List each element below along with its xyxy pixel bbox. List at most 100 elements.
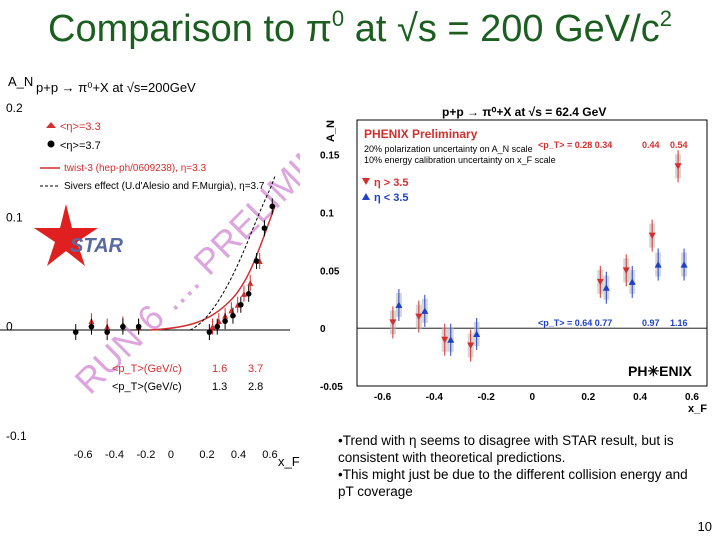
- left-point-eta37: [261, 225, 268, 231]
- page-number: 10: [697, 519, 712, 534]
- right-point-lt: [421, 307, 429, 314]
- left-ytick-label: 0: [6, 320, 13, 334]
- left-pt-table: <p_T>(GeV/c) 1.6 3.7 <p_T>(GeV/c) 1.3 2.…: [112, 363, 263, 393]
- right-pt-top-val1: 0.44: [642, 140, 660, 150]
- right-pt-top-label: <p_T> = 0.28 0.34: [538, 140, 612, 150]
- bullet-list: •Trend with η seems to disagree with STA…: [338, 432, 688, 500]
- right-point-gt: [441, 336, 449, 344]
- left-ytick-label: 0.1: [6, 210, 23, 224]
- right-point-lt: [628, 278, 636, 285]
- left-xtick-label: 0.4: [231, 449, 246, 461]
- right-point-gt: [648, 232, 656, 240]
- left-pt-r2-1: 2.8: [248, 381, 263, 393]
- left-xtick-label: -0.2: [136, 449, 155, 461]
- right-ytick-label: 0.1: [320, 209, 334, 220]
- right-point-lt: [473, 330, 481, 337]
- left-point-eta33: [215, 318, 222, 325]
- right-point-lt: [654, 261, 662, 268]
- phenix-logo: PH✳ENIX: [628, 363, 693, 379]
- bullet-2: •This might just be due to the different…: [338, 467, 688, 499]
- right-ytick-label: -0.05: [320, 382, 343, 393]
- left-plot: A_N p+p → π⁰+X at √s=200GeV 0.20.10-0.1 …: [0, 74, 300, 469]
- left-process: p+p → π⁰+X at √s=200GeV: [36, 80, 196, 95]
- left-point-eta37: [206, 329, 213, 335]
- right-point-gt: [415, 313, 423, 321]
- bullet-1: •Trend with η seems to disagree with STA…: [338, 433, 674, 465]
- left-xtick-label: 0.6: [262, 449, 277, 461]
- left-pt-r2-0: 1.3: [212, 381, 227, 393]
- left-point-eta33: [247, 279, 254, 286]
- right-ylabel: A_N: [325, 120, 337, 142]
- left-xtick-label: -0.4: [105, 449, 124, 461]
- twist3-curve: [149, 205, 276, 331]
- left-legend-eta33: <η>=3.3: [60, 121, 101, 133]
- right-xtick-label: -0.6: [374, 392, 392, 403]
- left-point-eta37: [269, 203, 276, 210]
- left-xlabel: x_F: [278, 454, 300, 469]
- right-legend-gt: η > 3.5: [374, 177, 409, 189]
- right-xtick-label: -0.4: [426, 392, 444, 403]
- left-xtick-label: 0.2: [199, 449, 214, 461]
- right-pt-top-val2: 0.54: [670, 140, 688, 150]
- left-legend-eta37: <η>=3.7: [60, 140, 101, 152]
- left-pt-label2: <p_T>(GeV/c): [112, 381, 182, 393]
- right-point-lt: [447, 336, 455, 343]
- right-xtick-label: 0.6: [685, 392, 699, 403]
- slide-title: Comparison to π0 at √s = 200 GeV/c2: [48, 6, 672, 50]
- left-point-eta37: [104, 329, 110, 335]
- left-ylabel: A_N: [8, 74, 33, 89]
- right-xtick-label: 0.2: [581, 392, 595, 403]
- left-point-eta37: [230, 312, 236, 319]
- right-xlabel: x_F: [688, 403, 707, 415]
- right-point-gt: [389, 319, 397, 326]
- right-prelim: PHENIX Preliminary: [364, 127, 478, 141]
- right-legend: η > 3.5 η < 3.5: [362, 177, 409, 204]
- right-point-lt: [602, 284, 610, 291]
- left-point-eta37: [214, 323, 221, 330]
- right-xtick-label: 0.4: [633, 392, 647, 403]
- left-xtick-label: -0.6: [74, 449, 93, 461]
- right-ytick-label: 0: [320, 324, 326, 335]
- right-point-lt: [395, 301, 403, 309]
- right-pt-bot-label: <p_T> = 0.64 0.77: [538, 318, 612, 328]
- right-note-1: 20% polarization uncertainty on A_N scal…: [364, 144, 533, 154]
- right-ytick-label: 0.15: [320, 151, 340, 162]
- right-point-gt: [467, 342, 475, 350]
- right-pt-bot-val2: 1.16: [670, 318, 688, 328]
- right-pt-bot-val1: 0.97: [642, 318, 660, 328]
- right-legend-lt: η < 3.5: [374, 192, 409, 204]
- right-xtick-label: 0: [529, 392, 535, 403]
- left-ytick-label: -0.1: [6, 429, 27, 443]
- star-label: STAR: [70, 235, 124, 257]
- left-pt-label1: <p_T>(GeV/c): [112, 363, 182, 375]
- left-point-eta37: [245, 291, 252, 297]
- left-point-eta37: [120, 323, 126, 330]
- right-point-gt: [596, 278, 604, 286]
- left-point-eta37: [72, 329, 79, 335]
- left-pt-r1-0: 1.6: [212, 363, 227, 375]
- left-point-eta37: [88, 323, 95, 330]
- left-pt-r1-1: 3.7: [248, 363, 263, 375]
- left-point-eta37: [238, 301, 244, 308]
- right-header: p+p → π⁰+X at √s = 62.4 GeV: [442, 105, 606, 119]
- left-legend-twist3: twist-3 (hep-ph/0609238), η=3.3: [64, 163, 206, 174]
- right-note-2: 10% energy calibration uncertainty on x_…: [364, 155, 556, 165]
- sivers-curve: [189, 175, 276, 331]
- left-xtick-label: 0: [168, 449, 174, 461]
- left-point-eta33: [240, 290, 247, 297]
- left-ytick-label: 0.2: [6, 101, 23, 115]
- right-xtick-label: -0.2: [478, 392, 496, 403]
- left-point-eta33: [228, 307, 235, 314]
- right-plot: A_N p+p → π⁰+X at √s = 62.4 GeV PHENIX P…: [320, 105, 708, 415]
- right-point-gt: [622, 267, 630, 274]
- left-point-eta37: [135, 323, 142, 330]
- right-point-gt: [674, 163, 682, 170]
- left-legend: <η>=3.3 <η>=3.7 twist-3 (hep-ph/0609238)…: [40, 121, 265, 192]
- star-icon: [34, 204, 98, 266]
- left-point-eta37: [253, 258, 260, 264]
- left-point-eta37: [222, 318, 228, 324]
- left-legend-sivers: Sivers effect (U.d'Alesio and F.Murgia),…: [64, 181, 265, 192]
- left-point-eta33: [209, 323, 216, 330]
- right-point-lt: [680, 261, 688, 268]
- right-ytick-label: 0.05: [320, 266, 340, 277]
